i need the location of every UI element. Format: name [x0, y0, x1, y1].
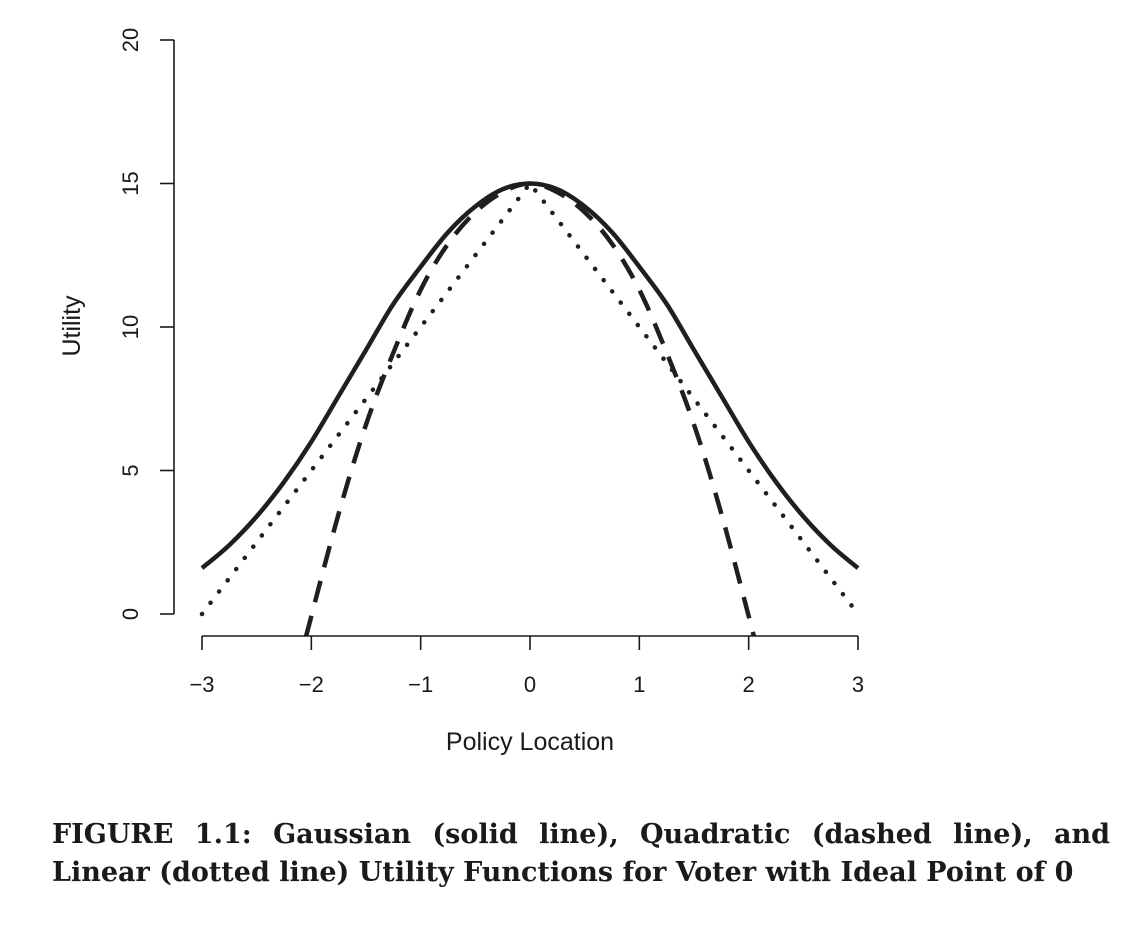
x-tick-label: 2	[743, 672, 755, 697]
y-tick-label: 5	[118, 464, 143, 476]
solid-utility-curve	[200, 181, 860, 570]
dotted-utility-curve	[199, 179, 861, 617]
x-tick-label: 1	[633, 672, 645, 697]
x-tick-label: 3	[852, 672, 864, 697]
x-tick-label: 0	[524, 672, 536, 697]
y-axis: 0 5 10 15 20	[118, 28, 175, 620]
y-tick-label: 20	[118, 28, 143, 52]
y-tick-label: 0	[118, 608, 143, 620]
x-axis-title: Policy Location	[446, 728, 614, 756]
plot-curves	[199, 179, 861, 636]
y-tick-label: 15	[118, 171, 143, 195]
x-tick-label: −2	[299, 672, 324, 697]
y-axis-title: Utility	[58, 295, 86, 357]
figure-caption: FIGURE 1.1: Gaussian (solid line), Quadr…	[52, 819, 1110, 888]
dashed-utility-curve	[303, 181, 757, 636]
x-tick-label: −3	[189, 672, 214, 697]
x-tick-label: −1	[408, 672, 433, 697]
x-axis: −3 −2 −1 0 1 2 3	[189, 635, 864, 697]
utility-functions-chart: 0 5 10 15 20 −3 −2 −1 0 1 2 3 Policy Location Util…	[58, 28, 864, 756]
y-tick-label: 10	[118, 315, 143, 339]
